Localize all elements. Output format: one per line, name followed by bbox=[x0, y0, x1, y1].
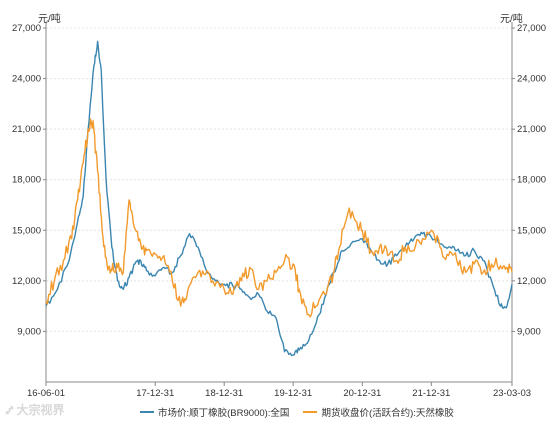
legend-swatch-series-1 bbox=[140, 411, 154, 413]
y-tick-label: 24,000 bbox=[12, 74, 41, 85]
x-tick-label: 20-12-31 bbox=[343, 388, 381, 399]
legend-swatch-series-2 bbox=[303, 411, 318, 413]
x-axis: 16-06-01 17-12-31 18-12-31 19-12-31 20-12-31… bbox=[27, 381, 531, 399]
y-axis-right-unit: 元/吨 bbox=[500, 14, 523, 25]
x-tick-label: 19-12-31 bbox=[274, 388, 312, 399]
watermark-logo: ⑇ 大宗视界 bbox=[6, 403, 65, 417]
y-tick-label: 27,000 bbox=[12, 23, 41, 34]
series-line-2 bbox=[45, 118, 513, 318]
x-tick-label: 21-12-31 bbox=[412, 388, 450, 399]
y-axis-left: 9,000 12,000 15,000 18,000 21,000 24,000 27,00… bbox=[12, 22, 47, 382]
y-tick-label: 15,000 bbox=[12, 225, 41, 236]
y-tick-label: 18,000 bbox=[12, 175, 41, 186]
series-lines bbox=[45, 40, 513, 357]
y-tick-label: 9,000 bbox=[17, 326, 41, 337]
y-axis-right: 9,000 12,000 15,000 18,000 21,000 24,000 27,00… bbox=[511, 22, 546, 382]
legend-item-series-1[interactable]: 市场价:顺丁橡胶(BR9000):全国 bbox=[140, 405, 289, 419]
legend-item-series-2[interactable]: 期货收盘价(活跃合约):天然橡胶 bbox=[303, 405, 454, 419]
series-line-1 bbox=[45, 40, 513, 357]
y-tick-label: 21,000 bbox=[517, 124, 546, 135]
gridlines bbox=[46, 27, 512, 332]
chart-legend: 市场价:顺丁橡胶(BR9000):全国 期货收盘价(活跃合约):天然橡胶 bbox=[140, 405, 454, 419]
y-tick-label: 18,000 bbox=[517, 175, 546, 186]
y-axis-left-unit: 元/吨 bbox=[38, 14, 61, 25]
y-tick-label: 15,000 bbox=[517, 225, 546, 236]
legend-label-series-1: 市场价:顺丁橡胶(BR9000):全国 bbox=[158, 408, 290, 419]
x-tick-label: 23-03-03 bbox=[493, 388, 531, 399]
x-tick-label: 17-12-31 bbox=[136, 388, 174, 399]
x-tick-label: 18-12-31 bbox=[205, 388, 243, 399]
y-tick-label: 24,000 bbox=[517, 74, 546, 85]
y-tick-label: 12,000 bbox=[517, 276, 546, 287]
y-tick-label: 21,000 bbox=[12, 124, 41, 135]
y-tick-label: 27,000 bbox=[517, 23, 546, 34]
x-tick-label: 16-06-01 bbox=[27, 388, 65, 399]
legend-label-series-2: 期货收盘价(活跃合约):天然橡胶 bbox=[321, 408, 454, 419]
y-tick-label: 9,000 bbox=[517, 326, 541, 337]
y-tick-label: 12,000 bbox=[12, 276, 41, 287]
